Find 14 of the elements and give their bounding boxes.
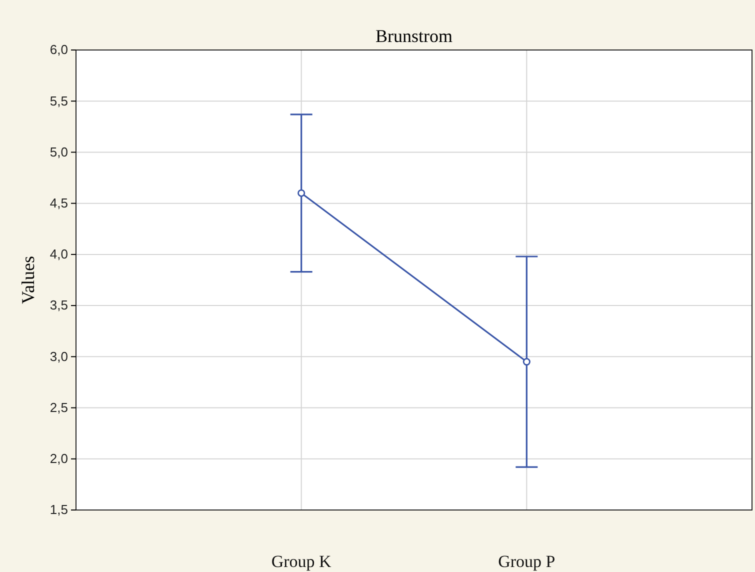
y-tick-label: 1,5 (50, 502, 68, 518)
x-tick-label: Group K (271, 552, 332, 572)
y-tick-label: 4,0 (50, 246, 68, 262)
y-tick-label: 4,5 (50, 195, 68, 210)
y-tick-label: 5,0 (50, 144, 68, 160)
x-tick-label: Group P (498, 552, 556, 572)
y-tick-label: 2,5 (50, 400, 68, 415)
y-tick-label: 3,0 (50, 348, 68, 364)
y-tick-label: 6,0 (50, 42, 68, 58)
y-axis-title: Values (18, 256, 38, 304)
y-tick-label: 5,5 (50, 93, 68, 108)
chart-title: Brunstrom (375, 26, 453, 46)
y-tick-label: 3,5 (50, 298, 68, 313)
y-tick-label: 2,0 (50, 451, 68, 466)
